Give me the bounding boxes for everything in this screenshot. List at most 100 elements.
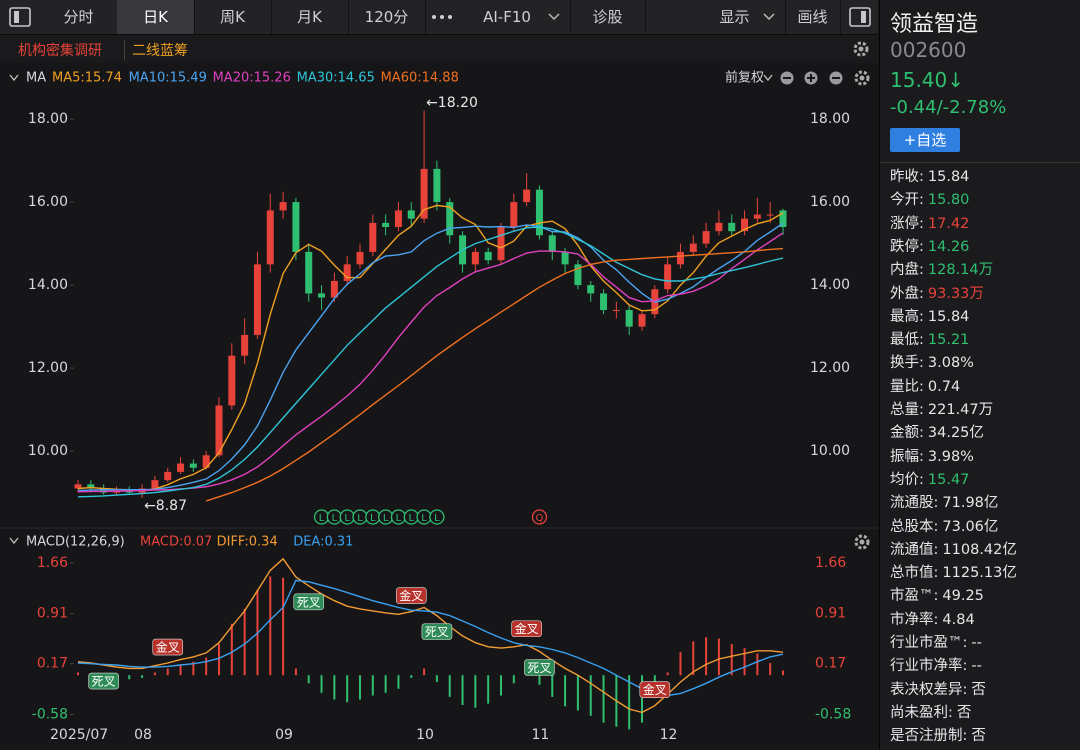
- event-marker[interactable]: L: [339, 509, 355, 525]
- cross-badge: [152, 638, 184, 656]
- y-tick-label: 1.66: [37, 555, 68, 571]
- event-marker[interactable]: Q: [531, 509, 548, 525]
- candle-body: [484, 251, 492, 261]
- stat-label: 最低:: [890, 332, 924, 349]
- y-tick-label-right: 18.00: [810, 111, 850, 127]
- cross-label: 死叉: [297, 595, 321, 609]
- event-marker[interactable]: L: [429, 509, 445, 525]
- legend-entry: MA5:15.74: [52, 71, 122, 86]
- event-marker[interactable]: L: [352, 509, 368, 525]
- layout-icon[interactable]: [8, 6, 32, 28]
- tag[interactable]: 机构密集调研: [18, 43, 102, 59]
- stat-label: 总股本:: [890, 518, 939, 535]
- candle-body: [189, 463, 197, 468]
- stat-label: 行业市盈™:: [890, 635, 968, 651]
- stat-label: 今开:: [890, 192, 924, 209]
- line-series: [205, 247, 784, 502]
- line-series: [77, 226, 784, 498]
- menu-chevron: [548, 13, 560, 21]
- candle-body: [523, 189, 531, 203]
- stat-label: 总量:: [890, 402, 924, 418]
- legend-title: MA: [26, 71, 46, 86]
- stat-value: 4.84: [942, 611, 975, 628]
- stat-label: 行业市净率:: [890, 658, 968, 675]
- tab[interactable]: 诊股: [570, 0, 646, 34]
- y-tick-label: 14.00: [28, 277, 68, 293]
- tab[interactable]: 月K: [271, 0, 349, 34]
- more-icon[interactable]: [427, 10, 457, 24]
- tab[interactable]: 分时: [40, 0, 118, 34]
- stat-row: 总量: 221.47万: [890, 400, 993, 420]
- candle-body: [266, 210, 274, 265]
- stat-row: 跌停: 14.26: [890, 237, 969, 257]
- event-marker[interactable]: L: [416, 509, 432, 525]
- event-marker[interactable]: L: [365, 509, 381, 525]
- y-tick-label-right: 0.91: [815, 606, 846, 622]
- tab[interactable]: 显示: [700, 0, 786, 34]
- stat-label: 最高:: [890, 308, 924, 325]
- legend-entry: MA20:15.26: [213, 71, 291, 86]
- stat-row: 金额: 34.25亿: [890, 423, 984, 443]
- tab-label: 日K: [143, 8, 168, 26]
- stock-price: 15.40↓: [890, 68, 965, 92]
- event-marker[interactable]: L: [390, 509, 407, 525]
- tab[interactable]: 周K: [194, 0, 272, 34]
- menu-chevron: [763, 13, 775, 21]
- cross-badge: [511, 620, 542, 638]
- stat-value: 15.80: [927, 192, 970, 209]
- stat-label: 是否注册制:: [890, 728, 968, 745]
- x-tick-label: 2025/07: [50, 727, 108, 743]
- stat-row: 总股本: 73.06亿: [890, 517, 998, 537]
- candle-body: [253, 264, 261, 335]
- candle-body: [715, 222, 723, 232]
- event-marker[interactable]: L: [403, 509, 419, 525]
- stat-value: 34.25亿: [927, 425, 984, 442]
- candle-body: [766, 214, 774, 216]
- tab[interactable]: 画线: [785, 0, 841, 34]
- candle-body: [343, 264, 351, 281]
- event-circle: [429, 509, 445, 525]
- event-label: L: [344, 513, 350, 524]
- panel-icon[interactable]: [848, 6, 874, 28]
- stat-value: 128.14万: [927, 262, 994, 279]
- y-tick-label: 12.00: [28, 360, 68, 376]
- y-tick-label-right: 1.66: [815, 555, 846, 571]
- stat-row: 最高: 15.84: [890, 307, 969, 327]
- stat-value: 93.33万: [927, 285, 984, 302]
- panel-buttons[interactable]: [780, 70, 870, 550]
- tab[interactable]: 120分: [348, 0, 426, 34]
- stat-row: 行业市净率: --: [890, 656, 982, 676]
- cross-badge: [293, 593, 325, 611]
- candle-body: [279, 202, 287, 211]
- stat-row: 市盈™: 49.25: [890, 586, 984, 606]
- tab[interactable]: 日K: [117, 0, 195, 34]
- tab-label: 画线: [797, 8, 828, 26]
- line-series: [77, 222, 784, 492]
- candle-body: [241, 334, 249, 356]
- y-tick-label: 0.91: [37, 606, 68, 622]
- tab-label: 周K: [220, 8, 245, 26]
- candle-body: [600, 293, 608, 311]
- event-marker[interactable]: L: [313, 509, 330, 525]
- price-annotation: ←8.87: [144, 498, 187, 514]
- x-tick-label: 09: [275, 727, 293, 743]
- event-marker[interactable]: L: [326, 509, 343, 525]
- tab-label: AI-F10: [483, 8, 531, 26]
- candle-body: [664, 264, 672, 290]
- settings-icon[interactable]: [852, 40, 870, 58]
- event-marker[interactable]: L: [377, 509, 394, 525]
- cross-badge: [421, 623, 453, 640]
- y-tick-label: 0.17: [37, 656, 68, 672]
- add-watchlist-button[interactable]: +自选: [890, 128, 960, 152]
- candle-body: [510, 202, 518, 228]
- tab[interactable]: AI-F10: [460, 0, 571, 34]
- candle-body: [202, 455, 210, 468]
- line-series: [77, 232, 784, 493]
- stock-name: 领益智造: [890, 12, 979, 37]
- tag[interactable]: 二线蓝筹: [124, 40, 188, 60]
- stat-value: 15.84: [927, 308, 970, 325]
- stock-change: -0.44/-2.78%: [890, 97, 1007, 118]
- legend-entry: MA10:15.49: [129, 71, 207, 86]
- candle-body: [676, 251, 684, 265]
- chart: 10.00 10.00 12.00 12.00 14.00 14.00 16.00 16.00…: [0, 63, 878, 750]
